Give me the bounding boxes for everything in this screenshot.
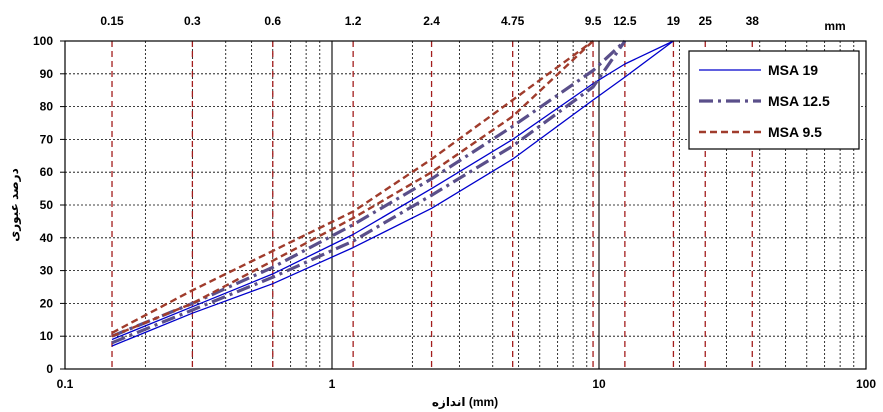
x-tick-label: 10: [592, 377, 606, 391]
sieve-size-labels: 0.15 0.3 0.6 1.2 2.4 4.75 9.5 12.5 19 25 38: [100, 14, 759, 28]
sieve-size-label: 9.5: [585, 14, 602, 28]
sieve-size-label: 19: [667, 14, 681, 28]
sieve-size-label: 25: [699, 14, 713, 28]
y-tick-label: 0: [46, 362, 53, 376]
x-tick-label: 100: [856, 377, 876, 391]
series-upper-limit: [111, 40, 594, 334]
y-axis-label: درصد عبوری: [7, 168, 22, 241]
x-tick-labels: 0.1 1 10 100: [57, 377, 877, 391]
y-tick-label: 20: [40, 296, 54, 310]
x-axis-label: اندازه (mm): [432, 395, 498, 409]
sieve-size-label: 0.6: [264, 14, 281, 28]
series-upper-limit: [111, 40, 674, 341]
series-msa-12-5: [111, 39, 627, 345]
y-tick-label: 10: [40, 329, 54, 343]
y-tick-label: 40: [40, 231, 54, 245]
top-unit-label: mm: [824, 19, 845, 33]
sieve-size-label: 4.75: [501, 14, 525, 28]
series-lower-limit: [111, 40, 627, 345]
legend: MSA 19 MSA 12.5 MSA 9.5: [688, 50, 860, 150]
series-lower-limit: [111, 40, 674, 347]
x-tick-label: 0.1: [57, 377, 74, 391]
y-tick-label: 80: [40, 100, 54, 114]
y-tick-label: 50: [40, 198, 54, 212]
series-layer: [111, 39, 674, 347]
grid-layer: [65, 41, 866, 369]
y-tick-label: 100: [33, 34, 53, 48]
series-msa-19: [111, 40, 674, 347]
sieve-size-label: 1.2: [345, 14, 362, 28]
x-tick-label: 1: [329, 377, 336, 391]
y-tick-label: 30: [40, 264, 54, 278]
legend-label: MSA 9.5: [768, 124, 822, 140]
series-msa-9-5: [111, 40, 594, 338]
series-upper-limit: [111, 39, 626, 338]
series-lower-limit: [111, 40, 594, 338]
sieve-size-label: 0.15: [100, 14, 124, 28]
sieve-size-label: 38: [746, 14, 760, 28]
legend-label: MSA 12.5: [768, 93, 830, 109]
legend-box: [688, 50, 860, 150]
y-tick-label: 70: [40, 132, 54, 146]
y-tick-label: 90: [40, 67, 54, 81]
sieve-size-label: 12.5: [613, 14, 637, 28]
sieve-size-label: 2.4: [423, 14, 440, 28]
legend-label: MSA 19: [768, 62, 818, 78]
y-tick-labels: 0 10 20 30 40 50 60 70 80 90 100: [33, 34, 65, 376]
sieve-size-label: 0.3: [184, 14, 201, 28]
sieve-lines: [111, 41, 753, 369]
y-tick-label: 60: [40, 165, 54, 179]
